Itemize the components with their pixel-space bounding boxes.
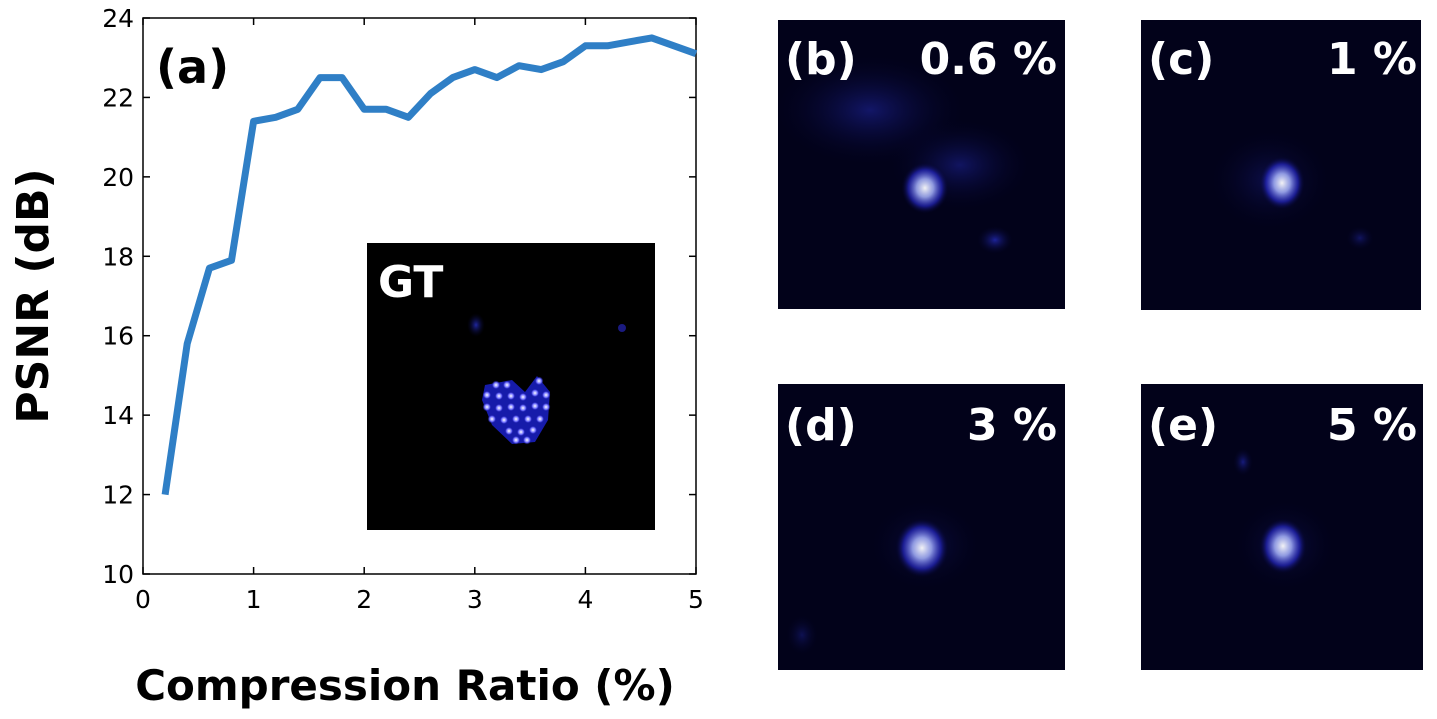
gt-blob-small xyxy=(467,313,485,337)
y-axis-title: PSNR (dB) xyxy=(8,168,59,423)
x-axis-title: Compression Ratio (%) xyxy=(135,661,675,710)
x-axis-ticks xyxy=(142,18,697,574)
panel-ratio-e: 5 % xyxy=(1327,400,1417,451)
x-tick-label: 3 xyxy=(467,585,483,614)
panel-ratio-b: 0.6 % xyxy=(920,34,1057,85)
gt-speck xyxy=(618,324,626,332)
gt-dot xyxy=(518,403,528,413)
panel-label-c: (c) xyxy=(1148,34,1214,85)
panel-c-object xyxy=(1259,156,1305,210)
gt-dot xyxy=(482,402,492,412)
x-tick-label: 0 xyxy=(135,585,151,614)
reconstruction-panel-d: (d) 3 % xyxy=(778,384,1065,670)
y-tick-label: 18 xyxy=(102,242,134,271)
gt-dot xyxy=(482,390,492,400)
panel-label-b: (b) xyxy=(785,34,857,85)
x-tick-label: 1 xyxy=(246,585,262,614)
x-tick-label: 5 xyxy=(688,585,704,614)
gt-dot xyxy=(518,392,528,402)
panel-label-a: (a) xyxy=(156,40,229,94)
gt-dot xyxy=(534,376,544,386)
gt-dot xyxy=(511,414,521,424)
gt-dot xyxy=(487,414,497,424)
gt-dot xyxy=(528,425,538,435)
gt-dot xyxy=(494,391,504,401)
y-tick-label: 12 xyxy=(102,481,134,510)
reconstruction-panel-c: (c) 1 % xyxy=(1141,20,1421,310)
gt-dot xyxy=(523,414,533,424)
panel-ratio-c: 1 % xyxy=(1327,34,1417,85)
gt-dot xyxy=(491,380,501,390)
y-tick-label: 24 xyxy=(102,4,134,33)
panel-e-blob xyxy=(1233,448,1253,476)
y-axis-tick-labels: 10 12 14 16 18 20 22 24 xyxy=(102,4,134,589)
gt-inset: GT xyxy=(367,243,655,530)
panel-c-blob xyxy=(1346,226,1374,250)
panel-label-e: (e) xyxy=(1148,400,1218,451)
gt-dot xyxy=(511,435,521,445)
gt-dot xyxy=(506,391,516,401)
gt-dot xyxy=(494,403,504,413)
gt-dot xyxy=(499,415,509,425)
panel-ratio-d: 3 % xyxy=(967,400,1057,451)
y-axis-ticks xyxy=(143,17,696,575)
gt-dot xyxy=(535,414,545,424)
gt-label: GT xyxy=(378,257,443,308)
y-tick-label: 14 xyxy=(102,401,134,430)
gt-dot xyxy=(530,388,540,398)
panel-b-object xyxy=(901,162,949,214)
y-tick-label: 16 xyxy=(102,322,134,351)
reconstruction-panel-e: (e) 5 % xyxy=(1141,384,1423,670)
x-tick-label: 2 xyxy=(356,585,372,614)
panel-b-blob xyxy=(977,226,1013,254)
gt-dot xyxy=(506,402,516,412)
gt-dot xyxy=(541,390,551,400)
reconstruction-panel-b: (b) 0.6 % xyxy=(775,20,1065,309)
x-tick-label: 4 xyxy=(577,585,593,614)
gt-dot xyxy=(502,380,512,390)
series-points xyxy=(165,37,697,495)
panel-e-object xyxy=(1259,518,1307,574)
panel-d-blob xyxy=(786,615,818,655)
panel-d-object xyxy=(895,518,949,578)
x-axis-tick-labels: 0 1 2 3 4 5 xyxy=(135,585,704,614)
gt-dot xyxy=(541,402,551,412)
plot-frame xyxy=(142,17,697,575)
y-tick-label: 20 xyxy=(102,163,134,192)
gt-dot-pattern xyxy=(482,376,551,445)
y-tick-label: 22 xyxy=(102,83,134,112)
gt-dot xyxy=(504,426,514,436)
gt-dot xyxy=(522,435,532,445)
panel-label-d: (d) xyxy=(785,400,857,451)
gt-dot xyxy=(516,427,526,437)
gt-dot xyxy=(530,401,540,411)
y-tick-label: 10 xyxy=(102,560,134,589)
